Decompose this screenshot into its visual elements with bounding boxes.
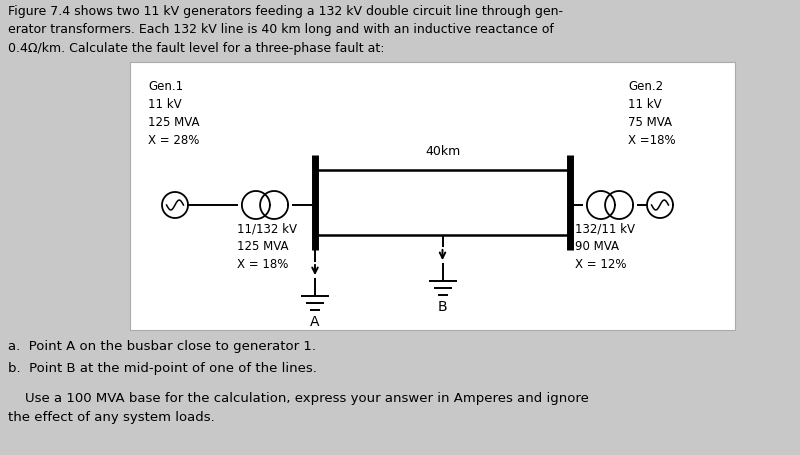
Text: Use a 100 MVA base for the calculation, express your answer in Amperes and ignor: Use a 100 MVA base for the calculation, … — [8, 392, 589, 424]
Text: Gen.2
11 kV
75 MVA
X =18%: Gen.2 11 kV 75 MVA X =18% — [628, 80, 676, 147]
Text: b.  Point B at the mid-point of one of the lines.: b. Point B at the mid-point of one of th… — [8, 362, 317, 375]
Text: A: A — [310, 315, 320, 329]
Text: 40km: 40km — [425, 145, 460, 158]
Text: Gen.1
11 kV
125 MVA
X = 28%: Gen.1 11 kV 125 MVA X = 28% — [148, 80, 199, 147]
Polygon shape — [130, 62, 735, 330]
Text: a.  Point A on the busbar close to generator 1.: a. Point A on the busbar close to genera… — [8, 340, 316, 353]
Text: Figure 7.4 shows two 11 kV generators feeding a 132 kV double circuit line throu: Figure 7.4 shows two 11 kV generators fe… — [8, 5, 563, 55]
Text: 11/132 kV
125 MVA
X = 18%: 11/132 kV 125 MVA X = 18% — [237, 222, 297, 271]
Text: 132/11 kV
90 MVA
X = 12%: 132/11 kV 90 MVA X = 12% — [575, 222, 635, 271]
Text: B: B — [438, 300, 447, 314]
